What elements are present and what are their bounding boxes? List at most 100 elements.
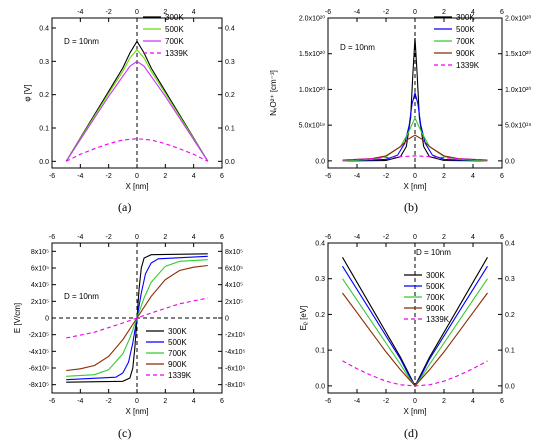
x-tick-label: 6: [500, 398, 504, 405]
y-tick-label: 0.4: [315, 241, 325, 248]
x-tick-label: 0: [413, 173, 417, 180]
x-tick-label: -4: [354, 398, 360, 405]
x-tick-label: 4: [192, 173, 196, 180]
x-axis-label: X [nm]: [125, 182, 148, 191]
y-tick-label: 0.2: [315, 312, 325, 319]
x-top-tick-label: 2: [442, 9, 446, 16]
x-top-tick-label: -4: [77, 234, 83, 241]
x-top-tick-label: 4: [192, 9, 196, 16]
legend-label: 900K: [426, 304, 445, 313]
legend-label: 900K: [168, 360, 187, 369]
y-right-tick-label: 6x10⁵: [225, 266, 243, 273]
legend-label: 500K: [456, 25, 475, 34]
x-top-tick-label: -2: [383, 234, 389, 241]
y-tick-label: 0.3: [39, 59, 49, 66]
y-right-tick-label: -6x10⁵: [225, 366, 246, 373]
legend-label: 500K: [426, 282, 445, 291]
y-axis-label: E [V/cm]: [13, 303, 22, 333]
y-right-tick-label: 0.0: [505, 158, 515, 165]
x-tick-label: 6: [220, 173, 224, 180]
x-top-tick-label: 4: [471, 9, 475, 16]
y-tick-label: 5.0x10¹⁹: [299, 123, 325, 130]
x-tick-label: -2: [383, 398, 389, 405]
x-top-tick-label: -2: [383, 9, 389, 16]
annotation-text: D = 10nm: [64, 37, 99, 46]
y-tick-label: 1.5x10²⁰: [299, 50, 325, 58]
legend-label: 500K: [168, 338, 187, 347]
y-right-tick-label: 8x10⁵: [225, 249, 243, 256]
legend-label: 500K: [165, 25, 184, 34]
x-tick-label: 6: [220, 398, 224, 405]
x-tick-label: -6: [49, 398, 55, 405]
y-tick-label: 6x10⁵: [31, 266, 49, 273]
series-line-900K: [342, 134, 488, 161]
x-top-tick-label: 0: [413, 234, 417, 241]
x-tick-label: -2: [383, 173, 389, 180]
y-right-tick-label: 2.0x10²⁰: [505, 15, 531, 23]
y-right-tick-label: 0.3: [225, 59, 235, 66]
series-line-1339K: [66, 297, 208, 339]
y-tick-label: 0.0: [39, 159, 49, 166]
legend-label: 300K: [456, 13, 475, 22]
annotation-text: D = 10nm: [340, 43, 375, 52]
legend-label: 1339K: [168, 371, 192, 380]
series-line-700K: [65, 60, 209, 162]
x-tick-label: -2: [106, 173, 112, 180]
series-line-500K: [342, 90, 488, 162]
y-tick-label: 0.1: [315, 348, 325, 355]
x-top-tick-label: -6: [325, 9, 331, 16]
x-tick-label: -6: [325, 173, 331, 180]
x-top-tick-label: 2: [442, 234, 446, 241]
y-right-tick-label: 2x10⁵: [225, 299, 243, 306]
y-tick-label: 0.3: [315, 276, 325, 283]
series-line-500K: [342, 265, 488, 387]
series-line-1339K: [342, 360, 488, 387]
y-tick-label: 0.0: [315, 158, 325, 165]
y-right-tick-label: 0.1: [505, 348, 515, 355]
y-tick-label: -8x10⁵: [29, 382, 50, 389]
legend-label: 300K: [165, 13, 184, 22]
y-tick-label: 0: [45, 316, 49, 323]
y-tick-label: 0.2: [39, 92, 49, 99]
y-tick-label: 4x10⁵: [31, 282, 49, 289]
legend-label: 1339K: [165, 49, 189, 58]
chart-a: -6 -4 -2 0 2 4 6 -4 -2 0 2 4 0.0 0.0 0.1 0.1 0.2 0.2 0.3 0.…: [23, 9, 235, 191]
x-top-tick-label: 6: [220, 234, 224, 241]
series-line-300K: [65, 40, 209, 162]
x-axis-label: X [nm]: [403, 407, 426, 416]
x-top-tick-label: 4: [192, 234, 196, 241]
series-line-1339K: [65, 138, 209, 162]
chart-d: -6 -4 -2 0 2 4 6 -6 -4 -2 0 2 4 6 0.0 0.0 0.1 0.1 0.2 0.2 0.…: [299, 234, 515, 416]
chart-b: -6 -4 -2 0 2 4 6 -6 -4 -2 0 2 4 6 0.0 0.0 5.0x10¹⁹ 5.0x10…: [269, 9, 531, 191]
x-top-tick-label: -4: [77, 9, 83, 16]
x-top-tick-label: -2: [106, 9, 112, 16]
x-tick-label: 2: [442, 398, 446, 405]
annotation-text: D = 10nm: [64, 292, 99, 301]
x-top-tick-label: -2: [106, 234, 112, 241]
y-right-tick-label: 0.3: [505, 276, 515, 283]
y-right-tick-label: 0.2: [505, 312, 515, 319]
y-tick-label: 0.4: [39, 26, 49, 33]
series-line-500K: [65, 48, 209, 162]
y-tick-label: -6x10⁵: [29, 366, 50, 373]
y-right-tick-label: 0.0: [225, 159, 235, 166]
y-right-tick-label: -4x10⁵: [225, 349, 246, 356]
x-top-tick-label: 2: [163, 234, 167, 241]
y-right-tick-label: 1.5x10²⁰: [505, 50, 531, 58]
chart-c: -6 -4 -2 0 2 4 6 -6 -4 -2 0 2 4 6 -8x10⁵ -8x10⁵ -6x10⁵ -6…: [13, 234, 246, 416]
x-top-tick-label: 4: [471, 234, 475, 241]
x-top-tick-label: -4: [354, 9, 360, 16]
x-tick-label: -6: [325, 398, 331, 405]
x-top-tick-label: 2: [163, 9, 167, 16]
x-tick-label: -6: [49, 173, 55, 180]
x-tick-label: -4: [77, 173, 83, 180]
y-right-tick-label: 0.4: [505, 241, 515, 248]
y-tick-label: 2.0x10²⁰: [299, 15, 325, 23]
x-tick-label: 6: [500, 173, 504, 180]
y-tick-label: -2x10⁵: [29, 332, 50, 339]
legend-label: 300K: [168, 327, 187, 336]
legend-label: 700K: [165, 37, 184, 46]
y-tick-label: 8x10⁵: [31, 249, 49, 256]
x-tick-label: 2: [163, 173, 167, 180]
y-right-tick-label: -2x10⁵: [225, 332, 246, 339]
